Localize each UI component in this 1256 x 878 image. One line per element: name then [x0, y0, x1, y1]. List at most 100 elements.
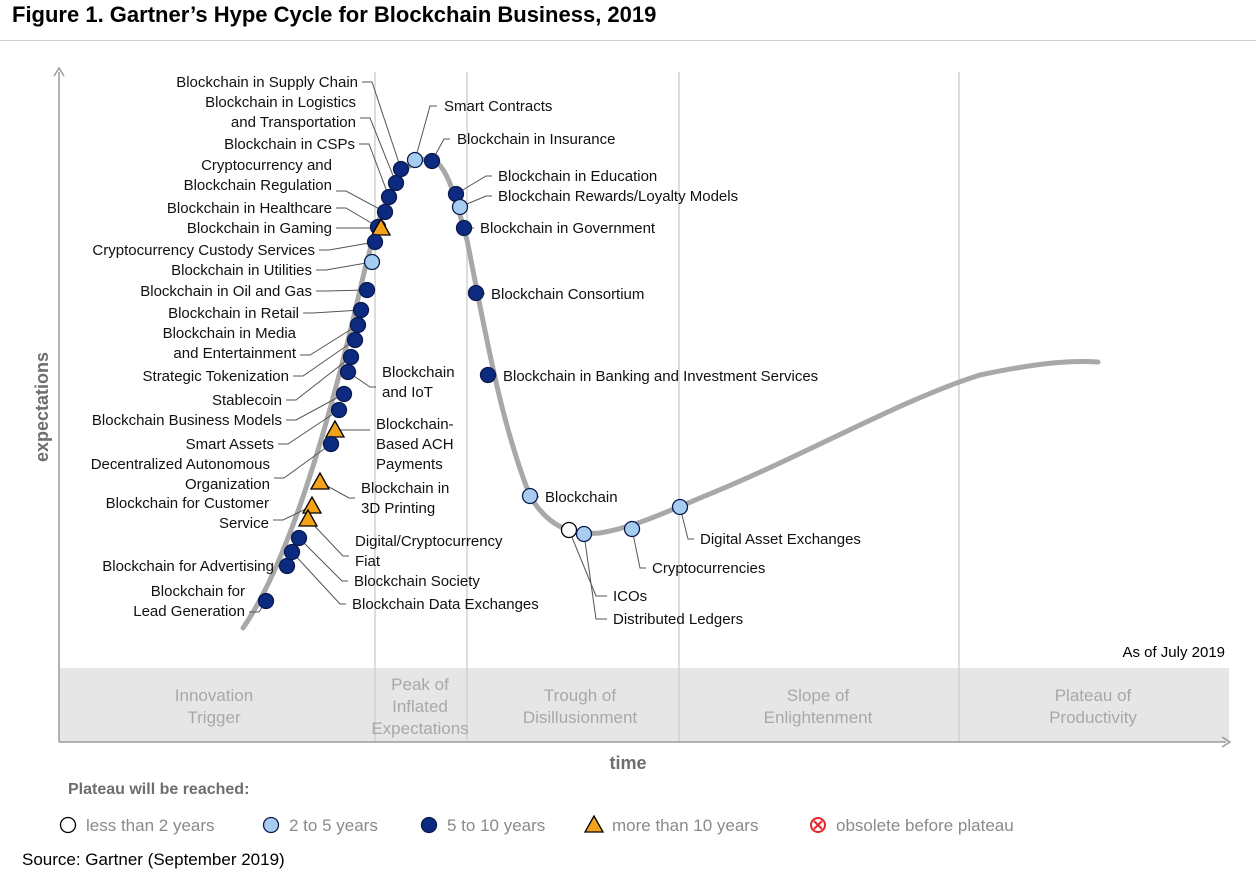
marker-blockchain-and-iot [339, 363, 357, 381]
tech-label-digital-cryptocurrency-fiat: Digital/Cryptocurrency Fiat [355, 533, 503, 570]
marker-blockchain-consortium [467, 284, 485, 302]
y-axis-label: expectations [32, 352, 52, 462]
tech-label-blockchain-data-exchanges: Blockchain Data Exchanges [352, 596, 539, 613]
legend-label-2-to-5-years: 2 to 5 years [289, 816, 378, 835]
tech-label-smart-assets: Smart Assets [186, 436, 274, 453]
tech-label-blockchain-in-3d-printing: Blockchain in 3D Printing [361, 480, 449, 517]
tech-label-blockchain-in-banking-and-investment-services: Blockchain in Banking and Investment Ser… [503, 368, 818, 385]
leader-blockchain-and-iot [347, 371, 376, 388]
legend-less-than-2-years-icon [59, 816, 77, 834]
leader-digital-asset-exchanges [679, 506, 694, 540]
marker-strategic-tokenization [346, 331, 364, 349]
marker-blockchain-for-lead-generation [257, 592, 275, 610]
leader-cryptocurrency-custody-services [319, 241, 376, 251]
marker-distributed-ledgers [575, 525, 593, 543]
leader-stablecoin [286, 356, 352, 401]
tech-label-icos: ICOs [613, 588, 647, 605]
tech-label-blockchain-consortium: Blockchain Consortium [491, 286, 644, 303]
leader-blockchain-rewards-loyalty-models [459, 195, 492, 208]
marker-blockchain-for-advertising [278, 557, 296, 575]
marker-blockchain-based-ach-payments [324, 419, 346, 438]
marker-digital-asset-exchanges [671, 498, 689, 516]
tech-label-digital-asset-exchanges: Digital Asset Exchanges [700, 531, 861, 548]
figure-title: Figure 1. Gartner’s Hype Cycle for Block… [12, 2, 657, 27]
marker-blockchain-in-logistics-and-transportation [387, 174, 405, 192]
x-axis-label: time [609, 753, 646, 773]
legend-label-obsolete-before-plateau: obsolete before plateau [836, 816, 1014, 835]
tech-label-blockchain-in-government: Blockchain in Government [480, 220, 656, 237]
legend-2-to-5-years-icon [262, 816, 280, 834]
legend-more-than-10-years-icon [583, 814, 605, 833]
leader-smart-contracts [414, 105, 437, 161]
phase-label-plateau-of-productivity: Plateau of Productivity [1049, 686, 1137, 727]
tech-label-strategic-tokenization: Strategic Tokenization [143, 368, 289, 385]
phase-label-innovation-trigger: Innovation Trigger [175, 686, 253, 727]
leader-decentralized-autonomous-organization [274, 443, 332, 479]
tech-label-blockchain-for-customer-service: Blockchain for Customer Service [106, 495, 269, 532]
marker-blockchain-in-government [455, 219, 473, 237]
marker-blockchain-in-csps [380, 188, 398, 206]
legend-label-less-than-2-years: less than 2 years [86, 816, 215, 835]
marker-cryptocurrency-custody-services [366, 233, 384, 251]
leader-blockchain-in-csps [359, 143, 390, 198]
leader-distributed-ledgers [583, 533, 607, 620]
tech-label-decentralized-autonomous-organization: Decentralized Autonomous Organization [91, 456, 270, 493]
marker-cryptocurrencies [623, 520, 641, 538]
marker-blockchain-in-media-and-entertainment [349, 316, 367, 334]
source-note: Source: Gartner (September 2019) [22, 850, 285, 869]
legend-obsolete-before-plateau-icon [810, 817, 826, 833]
tech-label-blockchain-in-gaming: Blockchain in Gaming [187, 220, 332, 237]
tech-label-blockchain-in-logistics-and-transportation: Blockchain in Logistics and Transportatio… [205, 94, 356, 131]
as-of-note: As of July 2019 [1122, 644, 1225, 661]
tech-label-blockchain-in-oil-and-gas: Blockchain in Oil and Gas [140, 283, 312, 300]
marker-blockchain-for-customer-service [301, 495, 323, 514]
marker-smart-assets [330, 401, 348, 419]
tech-label-blockchain-in-insurance: Blockchain in Insurance [457, 131, 615, 148]
x-axis-arrow-icon [1221, 736, 1232, 748]
leader-blockchain-in-media-and-entertainment [300, 324, 359, 356]
phase-label-trough-of-disillusionment: Trough of Disillusionment [523, 686, 638, 727]
tech-label-stablecoin: Stablecoin [212, 392, 282, 409]
marker-blockchain-in-insurance [423, 152, 441, 170]
leader-blockchain-in-3d-printing [319, 481, 355, 499]
leader-blockchain-in-insurance [431, 138, 450, 162]
marker-blockchain-business-models [335, 385, 353, 403]
leader-blockchain-in-retail [303, 309, 362, 314]
y-axis-arrow-icon [53, 66, 65, 77]
marker-blockchain-in-oil-and-gas [358, 281, 376, 299]
leader-blockchain-for-customer-service [273, 505, 313, 521]
legend-label-more-than-10-years: more than 10 years [612, 816, 758, 835]
marker-icos [560, 521, 578, 539]
leader-blockchain-in-education [455, 175, 492, 195]
phase-label-slope-of-enlightenment: Slope of Enlightenment [764, 686, 873, 727]
marker-cryptocurrency-and-blockchain-regulation [376, 203, 394, 221]
leader-cryptocurrency-and-blockchain-regulation [336, 190, 386, 213]
leader-blockchain-in-oil-and-gas [316, 289, 368, 292]
tech-label-blockchain-business-models: Blockchain Business Models [92, 412, 282, 429]
marker-stablecoin [342, 348, 360, 366]
tech-label-blockchain-in-csps: Blockchain in CSPs [224, 136, 355, 153]
leader-blockchain-data-exchanges [291, 551, 346, 605]
marker-blockchain-in-gaming [370, 217, 392, 236]
tech-label-blockchain-and-iot: Blockchain and IoT [382, 364, 455, 401]
tech-label-blockchain-based-ach-payments: Blockchain-Based ACH Payments [376, 416, 454, 473]
leader-icos [568, 529, 607, 597]
title-divider [0, 40, 1256, 41]
tech-label-cryptocurrencies: Cryptocurrencies [652, 560, 765, 577]
marker-blockchain-in-utilities [363, 253, 381, 271]
phase-label-peak-of-inflated-expectations: Peak of Inflated Expectations [371, 675, 468, 738]
tech-label-blockchain-in-media-and-entertainment: Blockchain in Media and Entertainment [163, 325, 297, 362]
tech-label-blockchain-rewards-loyalty-models: Blockchain Rewards/Loyalty Models [498, 188, 738, 205]
tech-label-cryptocurrency-custody-services: Cryptocurrency Custody Services [92, 242, 315, 259]
marker-blockchain-society [290, 529, 308, 547]
leader-blockchain-in-logistics-and-transportation [360, 117, 397, 184]
marker-decentralized-autonomous-organization [322, 435, 340, 453]
tech-label-blockchain-in-education: Blockchain in Education [498, 168, 657, 185]
marker-smart-contracts [406, 151, 424, 169]
leader-digital-cryptocurrency-fiat [307, 518, 349, 557]
marker-blockchain-rewards-loyalty-models [451, 198, 469, 216]
legend-5-to-10-years-icon [420, 816, 438, 834]
tech-label-cryptocurrency-and-blockchain-regulation: Cryptocurrency and Blockchain Regulation [184, 157, 332, 194]
legend-label-5-to-10-years: 5 to 10 years [447, 816, 545, 835]
